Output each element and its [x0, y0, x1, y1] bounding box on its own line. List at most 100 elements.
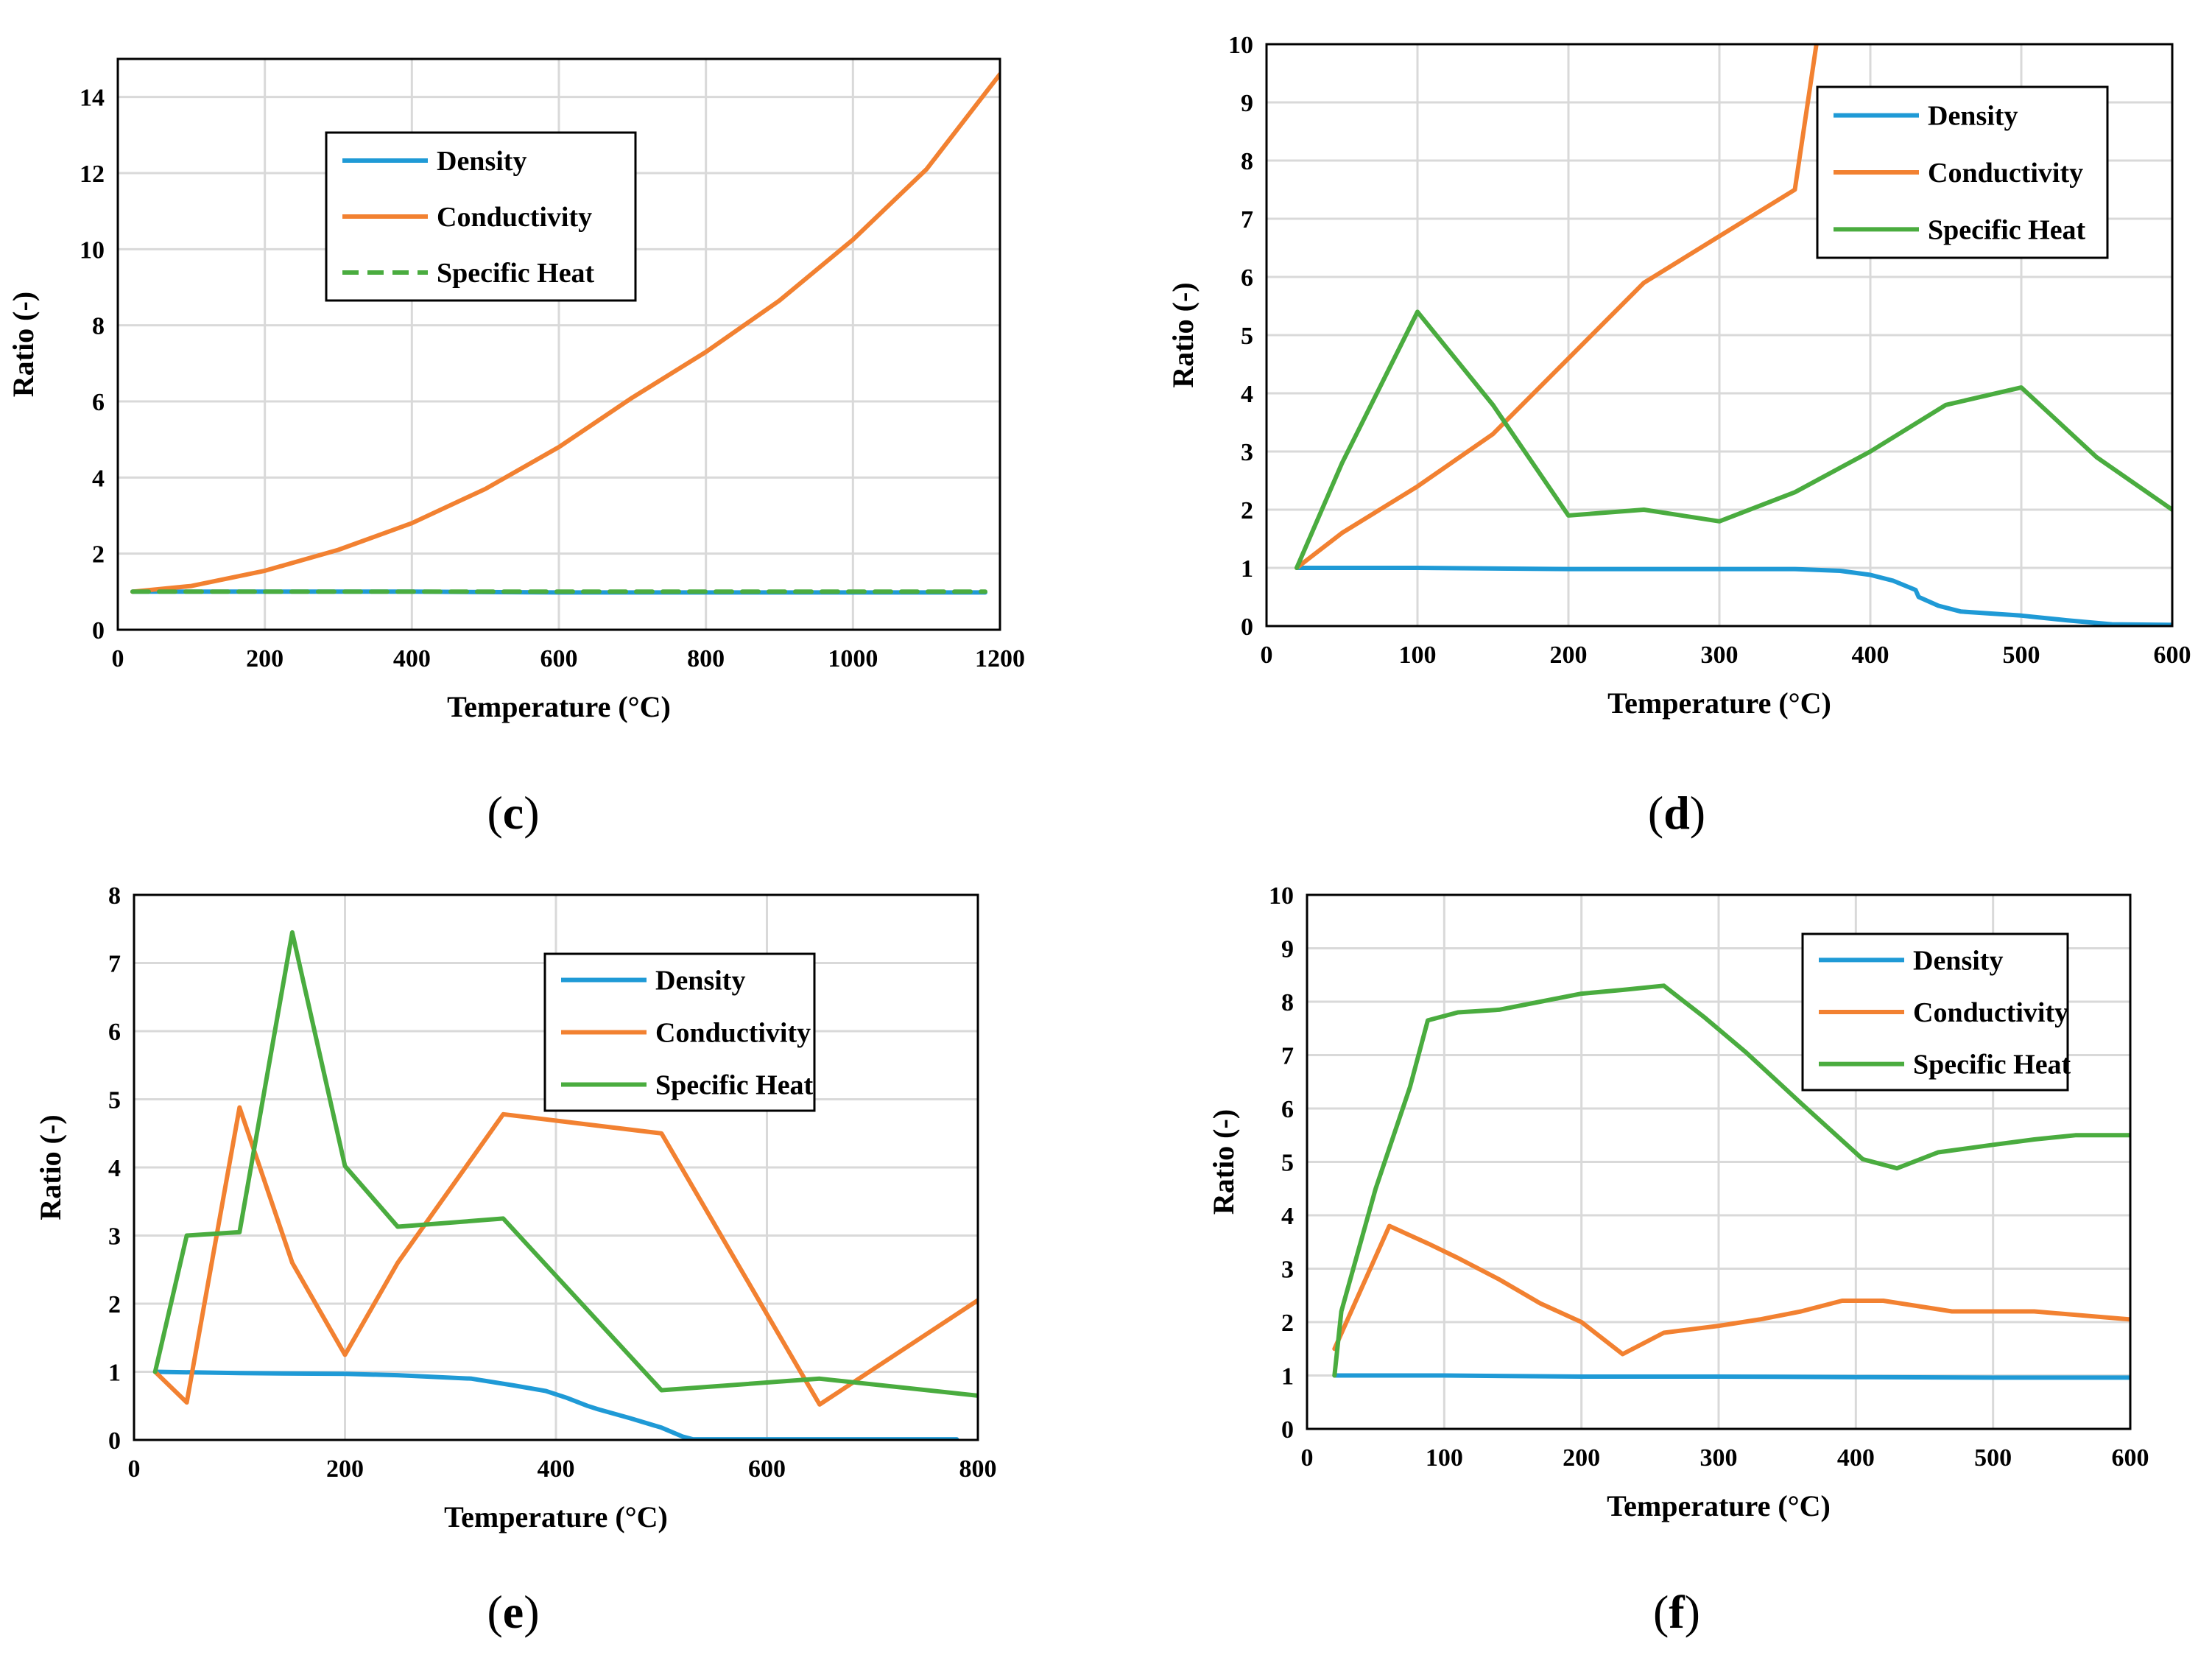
x-tick-label: 400 — [538, 1455, 575, 1483]
y-tick-label: 4 — [1281, 1203, 1294, 1230]
y-tick-label: 10 — [80, 236, 105, 264]
x-tick-label: 1200 — [975, 645, 1025, 672]
panel-label: (c) — [487, 787, 539, 839]
y-tick-label: 2 — [108, 1291, 121, 1318]
y-tick-label: 0 — [1241, 614, 1253, 641]
y-tick-label: 1 — [1241, 555, 1253, 583]
series-line-conductivity — [130, 71, 1000, 594]
y-tick-label: 9 — [1281, 936, 1294, 963]
y-tick-label: 1 — [108, 1360, 121, 1387]
x-tick-label: 500 — [2003, 642, 2040, 669]
y-tick-label: 10 — [1228, 32, 1253, 59]
y-tick-label: 3 — [1241, 439, 1253, 466]
y-tick-label: 5 — [1281, 1150, 1294, 1177]
series-line-specific-heat — [152, 930, 978, 1398]
x-tick-label: 200 — [1550, 642, 1588, 669]
x-tick-label: 0 — [128, 1455, 141, 1483]
x-tick-label: 0 — [1261, 642, 1273, 669]
y-tick-label: 1 — [1281, 1363, 1294, 1391]
y-tick-label: 0 — [1281, 1416, 1294, 1444]
legend: Density Conductivity Specific Heat — [543, 952, 816, 1112]
y-axis-title: Ratio (-) — [1207, 1109, 1240, 1215]
y-axis-title: Ratio (-) — [1166, 282, 1200, 387]
x-tick-label: 800 — [687, 645, 725, 672]
x-tick-label: 200 — [1563, 1444, 1600, 1472]
legend-label: Conductivity — [437, 202, 592, 233]
y-tick-label: 6 — [108, 1019, 121, 1046]
series-line-conductivity — [152, 1105, 978, 1407]
chart-c: 0 200 400 600 800 1000 1200 0 2 4 6 8 10 12 14 Temperat… — [7, 57, 1025, 839]
y-tick-label: 2 — [1281, 1310, 1294, 1337]
legend: Density Conductivity Specific Heat — [1816, 85, 2109, 259]
legend-label: Specific Heat — [1928, 214, 2086, 245]
y-tick-label: 4 — [92, 465, 105, 492]
chart-f: 0 100 200 300 400 500 600 0 1 2 3 4 5 6 7 8 9 10 Temperatu… — [1207, 882, 2149, 1638]
y-tick-label: 14 — [80, 85, 105, 112]
x-tick-label: 200 — [246, 645, 283, 672]
y-tick-label: 0 — [108, 1427, 121, 1455]
x-tick-label: 100 — [1399, 642, 1437, 669]
x-tick-label: 600 — [748, 1455, 786, 1483]
x-axis-title: Temperature (°C) — [444, 1500, 668, 1533]
y-tick-label: 4 — [108, 1155, 121, 1182]
plot-frame — [1265, 43, 2174, 628]
series-line-density — [1295, 566, 2172, 626]
x-tick-label: 100 — [1426, 1444, 1463, 1472]
legend-label: Specific Heat — [437, 258, 595, 289]
y-tick-label: 2 — [1241, 497, 1253, 524]
y-tick-label: 3 — [108, 1223, 121, 1251]
series-line-conductivity — [1295, 44, 1819, 570]
y-tick-label: 6 — [1281, 1096, 1294, 1123]
x-tick-label: 400 — [1852, 642, 1889, 669]
series-line-specific-heat — [1332, 983, 2130, 1378]
legend-label: Conductivity — [1913, 997, 2068, 1028]
legend-label: Density — [655, 966, 745, 997]
x-tick-label: 200 — [326, 1455, 364, 1483]
legend: Density Conductivity Specific Heat — [325, 131, 637, 302]
series-line-specific-heat — [1295, 309, 2172, 570]
plot-frame — [116, 57, 1001, 631]
legend-label: Conductivity — [1928, 158, 2083, 189]
y-tick-label: 8 — [1241, 148, 1253, 175]
y-tick-label: 12 — [80, 161, 105, 188]
panel-label: (d) — [1648, 787, 1705, 839]
legend-label: Specific Heat — [1913, 1050, 2071, 1081]
x-tick-label: 500 — [1974, 1444, 2012, 1472]
x-tick-label: 300 — [1701, 642, 1739, 669]
series-line-conductivity — [1332, 1223, 2130, 1357]
legend-label: Density — [1928, 101, 2018, 132]
y-tick-label: 7 — [1281, 1043, 1294, 1070]
x-tick-label: 0 — [112, 645, 124, 672]
legend-label: Density — [437, 146, 526, 177]
plot-frame — [1306, 893, 2132, 1430]
y-tick-label: 10 — [1269, 882, 1294, 910]
series-line-density — [1332, 1373, 2130, 1380]
legend: Density Conductivity Specific Heat — [1801, 932, 2071, 1092]
y-tick-label: 2 — [92, 541, 105, 569]
y-tick-label: 8 — [108, 882, 121, 910]
y-tick-label: 7 — [1241, 206, 1253, 233]
x-tick-label: 800 — [959, 1455, 997, 1483]
x-tick-label: 600 — [2154, 642, 2191, 669]
y-tick-label: 8 — [1281, 989, 1294, 1016]
y-tick-label: 7 — [108, 951, 121, 978]
x-tick-label: 400 — [1837, 1444, 1875, 1472]
x-tick-label: 400 — [393, 645, 431, 672]
y-tick-label: 8 — [92, 313, 105, 340]
x-axis-title: Temperature (°C) — [447, 690, 671, 723]
x-tick-label: 0 — [1301, 1444, 1314, 1472]
legend-label: Conductivity — [655, 1018, 811, 1049]
y-tick-label: 5 — [108, 1087, 121, 1114]
y-tick-label: 9 — [1241, 90, 1253, 117]
y-axis-title: Ratio (-) — [7, 292, 40, 397]
legend-label: Density — [1913, 945, 2003, 976]
panel-label: (e) — [487, 1586, 539, 1638]
x-tick-label: 300 — [1700, 1444, 1738, 1472]
chart-e: 0 200 400 600 800 0 1 2 3 4 5 6 7 8 Temperature (°C) Ra… — [34, 882, 997, 1638]
x-tick-label: 1000 — [828, 645, 878, 672]
y-axis-title: Ratio (-) — [34, 1114, 67, 1220]
y-tick-label: 3 — [1281, 1257, 1294, 1284]
chart-d: 0 100 200 300 400 500 600 0 1 2 3 4 5 6 7 8 9 10 Temperatu… — [1166, 32, 2191, 839]
y-tick-label: 0 — [92, 617, 105, 644]
